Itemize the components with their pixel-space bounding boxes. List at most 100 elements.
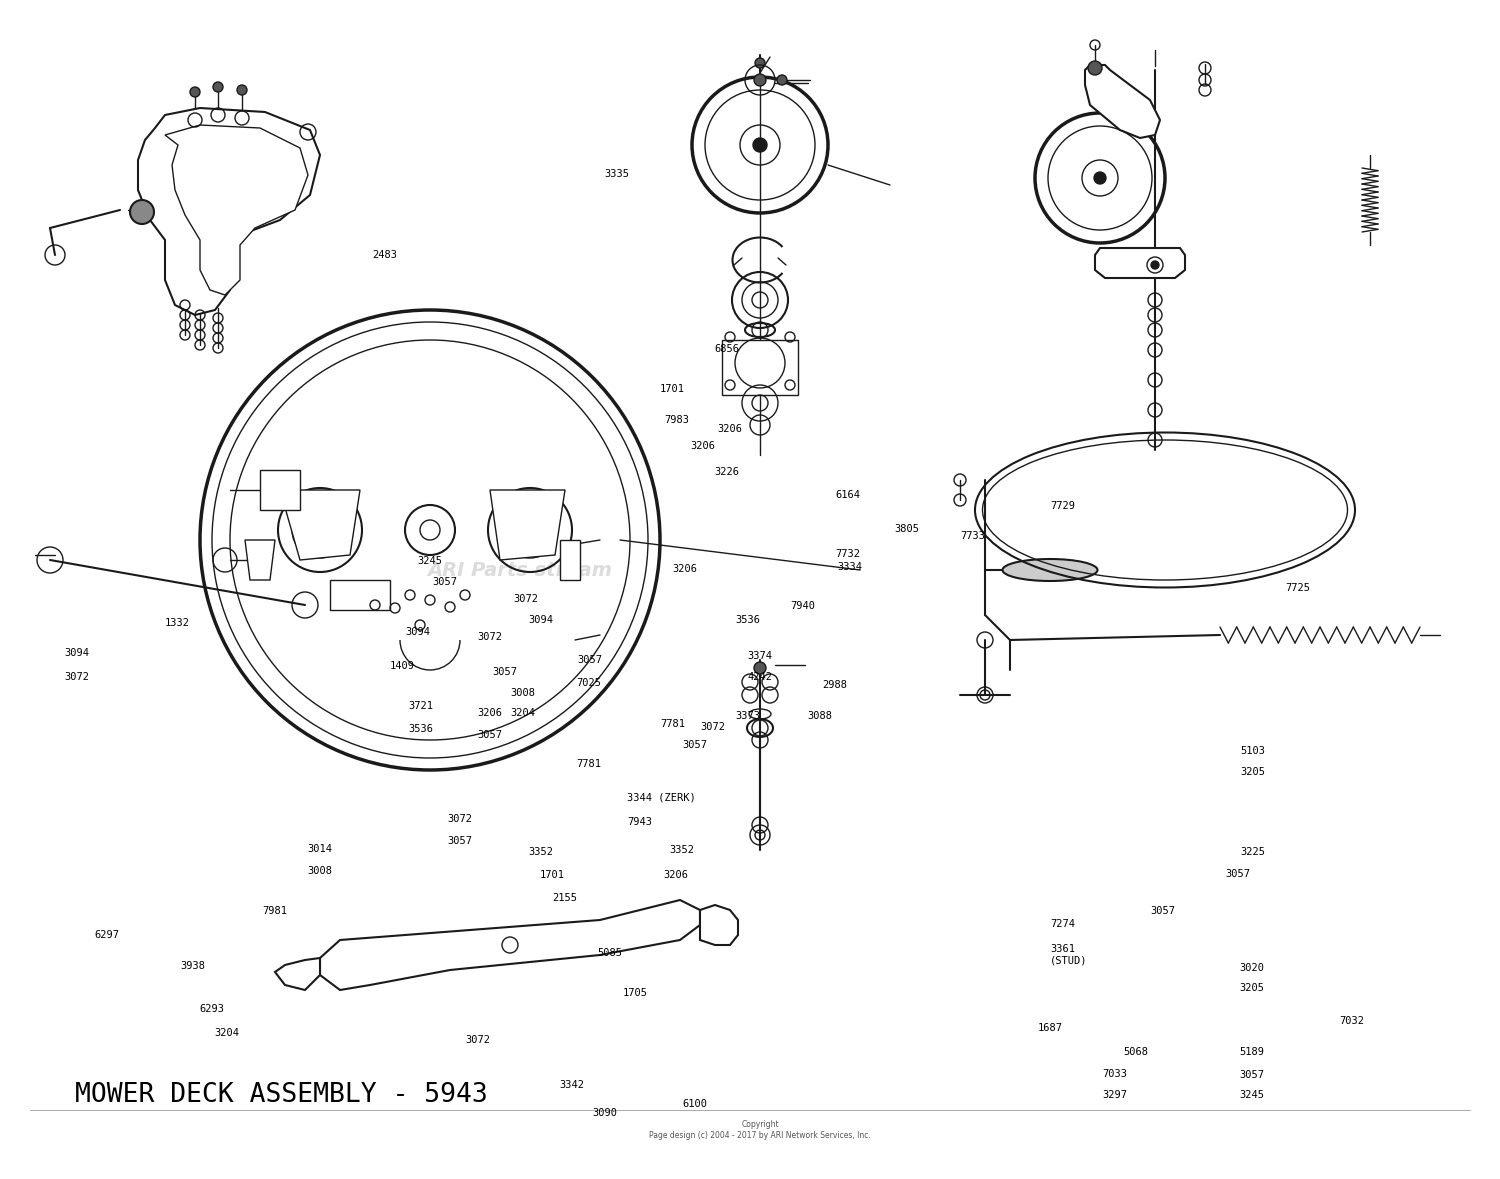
- Text: 3374: 3374: [747, 651, 772, 660]
- Text: 7732: 7732: [836, 549, 861, 559]
- Text: 5103: 5103: [1240, 746, 1266, 756]
- Text: 3057: 3057: [1239, 1071, 1264, 1080]
- Text: 1701: 1701: [660, 384, 686, 394]
- Text: 7981: 7981: [262, 907, 288, 916]
- Ellipse shape: [1002, 559, 1098, 581]
- Text: 3352: 3352: [528, 848, 554, 857]
- Text: 3206: 3206: [672, 565, 698, 574]
- Circle shape: [754, 74, 766, 86]
- Text: 3334: 3334: [837, 562, 862, 572]
- Circle shape: [213, 83, 223, 92]
- Text: 3205: 3205: [1240, 768, 1266, 777]
- Text: 3072: 3072: [477, 632, 502, 641]
- Circle shape: [310, 520, 330, 540]
- Text: 3057: 3057: [447, 836, 472, 845]
- Polygon shape: [560, 540, 580, 580]
- Text: 3361
(STUD): 3361 (STUD): [1050, 944, 1088, 966]
- Circle shape: [1094, 172, 1106, 184]
- Bar: [722, 340, 798, 395]
- Text: 2483: 2483: [372, 250, 398, 259]
- Text: 3072: 3072: [700, 723, 726, 732]
- Text: 3057: 3057: [477, 730, 502, 739]
- Text: Copyright
Page design (c) 2004 - 2017 by ARI Network Services, Inc.: Copyright Page design (c) 2004 - 2017 by…: [650, 1120, 872, 1140]
- Circle shape: [1150, 261, 1160, 269]
- Text: 7025: 7025: [576, 678, 602, 687]
- Text: 3204: 3204: [510, 709, 536, 718]
- Polygon shape: [280, 490, 360, 560]
- Text: 5068: 5068: [1124, 1047, 1149, 1056]
- Text: 3536: 3536: [735, 615, 760, 625]
- Text: 7781: 7781: [576, 759, 602, 769]
- Circle shape: [520, 520, 540, 540]
- Text: 1687: 1687: [1038, 1023, 1064, 1033]
- Polygon shape: [700, 905, 738, 946]
- Text: 3206: 3206: [717, 424, 742, 434]
- Text: 3008: 3008: [510, 689, 536, 698]
- Text: 7983: 7983: [664, 415, 690, 424]
- Text: 3057: 3057: [492, 667, 517, 677]
- Text: 3297: 3297: [1102, 1091, 1128, 1100]
- Text: 3072: 3072: [513, 594, 538, 604]
- Text: 3335: 3335: [604, 170, 630, 179]
- Polygon shape: [1084, 65, 1160, 138]
- Text: 2155: 2155: [552, 894, 578, 903]
- Text: 3225: 3225: [1240, 848, 1266, 857]
- Text: 6100: 6100: [682, 1099, 708, 1108]
- Text: 3094: 3094: [405, 627, 430, 637]
- Text: 3205: 3205: [1239, 983, 1264, 993]
- Text: 3536: 3536: [408, 724, 434, 733]
- Text: 4242: 4242: [747, 672, 772, 681]
- Text: 1705: 1705: [622, 988, 648, 997]
- Text: 7032: 7032: [1340, 1016, 1365, 1026]
- Text: 3226: 3226: [714, 467, 740, 476]
- Text: 7733: 7733: [960, 532, 986, 541]
- Text: 7781: 7781: [660, 719, 686, 729]
- Polygon shape: [490, 490, 566, 560]
- Text: 5189: 5189: [1239, 1047, 1264, 1056]
- Circle shape: [1088, 61, 1102, 75]
- Circle shape: [753, 138, 766, 152]
- Text: 1701: 1701: [540, 870, 566, 880]
- Text: 3020: 3020: [1239, 963, 1264, 973]
- Text: 7725: 7725: [1286, 584, 1311, 593]
- Text: 3057: 3057: [1150, 907, 1176, 916]
- Text: 6856: 6856: [714, 344, 740, 354]
- Text: 1409: 1409: [390, 661, 416, 671]
- Text: 3057: 3057: [578, 656, 603, 665]
- Text: 3206: 3206: [663, 870, 688, 880]
- Text: 3014: 3014: [308, 844, 333, 854]
- Text: 7943: 7943: [627, 817, 652, 826]
- Text: 7033: 7033: [1102, 1069, 1128, 1079]
- Text: 3342: 3342: [560, 1080, 585, 1089]
- Text: 7729: 7729: [1050, 501, 1076, 511]
- Text: 3072: 3072: [64, 672, 90, 681]
- Text: 3057: 3057: [1226, 869, 1251, 878]
- Text: 3805: 3805: [894, 525, 920, 534]
- Text: 6164: 6164: [836, 490, 861, 500]
- Text: 6297: 6297: [94, 930, 120, 940]
- Text: 3090: 3090: [592, 1108, 618, 1118]
- Text: 3206: 3206: [690, 441, 715, 450]
- Text: 6293: 6293: [200, 1005, 225, 1014]
- Text: 3245: 3245: [417, 556, 442, 566]
- Text: 3057: 3057: [432, 578, 457, 587]
- Text: 3204: 3204: [214, 1028, 240, 1038]
- Text: 1332: 1332: [165, 618, 190, 627]
- Text: MOWER DECK ASSEMBLY - 5943: MOWER DECK ASSEMBLY - 5943: [75, 1082, 488, 1108]
- Polygon shape: [260, 470, 300, 511]
- Text: 3057: 3057: [682, 740, 708, 750]
- Text: 3072: 3072: [465, 1035, 490, 1045]
- Text: 3072: 3072: [447, 815, 472, 824]
- Polygon shape: [320, 900, 700, 990]
- Text: 3088: 3088: [807, 711, 832, 720]
- Circle shape: [777, 75, 788, 85]
- Text: 3721: 3721: [408, 702, 434, 711]
- Circle shape: [190, 87, 200, 97]
- Text: 3094: 3094: [64, 648, 90, 658]
- Text: 3206: 3206: [477, 709, 502, 718]
- Text: 5085: 5085: [597, 948, 622, 957]
- Text: 7274: 7274: [1050, 920, 1076, 929]
- Circle shape: [754, 58, 765, 68]
- Text: 7940: 7940: [790, 601, 816, 611]
- Text: 3344 (ZERK): 3344 (ZERK): [627, 792, 696, 802]
